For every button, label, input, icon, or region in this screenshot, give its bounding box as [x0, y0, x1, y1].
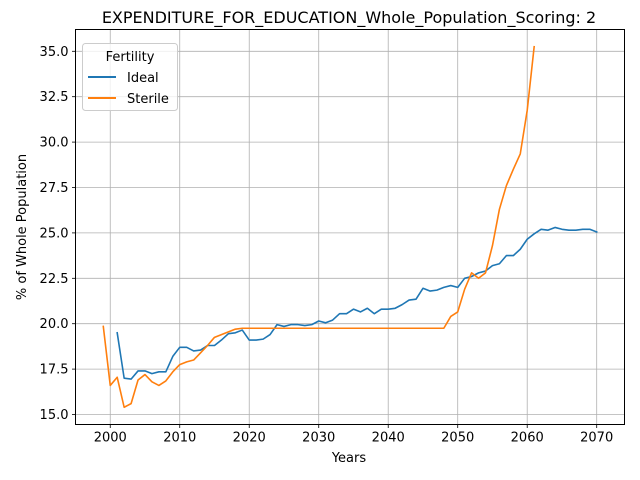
x-tick-label: 2030	[302, 431, 335, 446]
y-tick-label: 27.5	[40, 181, 69, 196]
y-tick-label: 32.5	[40, 90, 69, 105]
legend-label-ideal: Ideal	[127, 71, 159, 86]
legend-box	[82, 43, 178, 111]
series-line-sterile	[102, 45, 536, 409]
y-tick-label: 15.0	[40, 408, 69, 423]
y-tick-label: 30.0	[40, 136, 69, 151]
y-axis-ticks: 15.0 17.5 20.0 22.5 25.0 27.5 30.0 32.5 35.0	[40, 45, 76, 423]
y-tick-label: 25.0	[40, 226, 69, 241]
legend-label-sterile: Sterile	[127, 92, 169, 107]
x-tick-label: 2010	[163, 431, 196, 446]
x-tick-label: 2020	[233, 431, 266, 446]
x-tick-label: 2000	[94, 431, 127, 446]
y-tick-label: 17.5	[40, 363, 69, 378]
x-axis-ticks: 2000 2010 2020 2030 2040 2050 2060 2070	[94, 424, 613, 446]
x-axis-label: Years	[331, 451, 367, 466]
series-line-ideal	[116, 226, 598, 380]
y-tick-label: 20.0	[40, 317, 69, 332]
legend: Fertility Ideal Sterile	[82, 43, 178, 111]
legend-title: Fertility	[106, 50, 155, 65]
chart-title: EXPENDITURE_FOR_EDUCATION_Whole_Populati…	[102, 8, 596, 28]
grid	[75, 29, 625, 425]
y-tick-label: 35.0	[40, 45, 69, 60]
x-tick-label: 2060	[511, 431, 544, 446]
y-tick-label: 22.5	[40, 272, 69, 287]
x-tick-label: 2070	[580, 431, 613, 446]
x-tick-label: 2050	[441, 431, 474, 446]
x-tick-label: 2040	[372, 431, 405, 446]
series-lines	[102, 45, 598, 409]
y-axis-label: % of Whole Population	[15, 154, 30, 300]
plot-area-frame	[75, 29, 625, 425]
